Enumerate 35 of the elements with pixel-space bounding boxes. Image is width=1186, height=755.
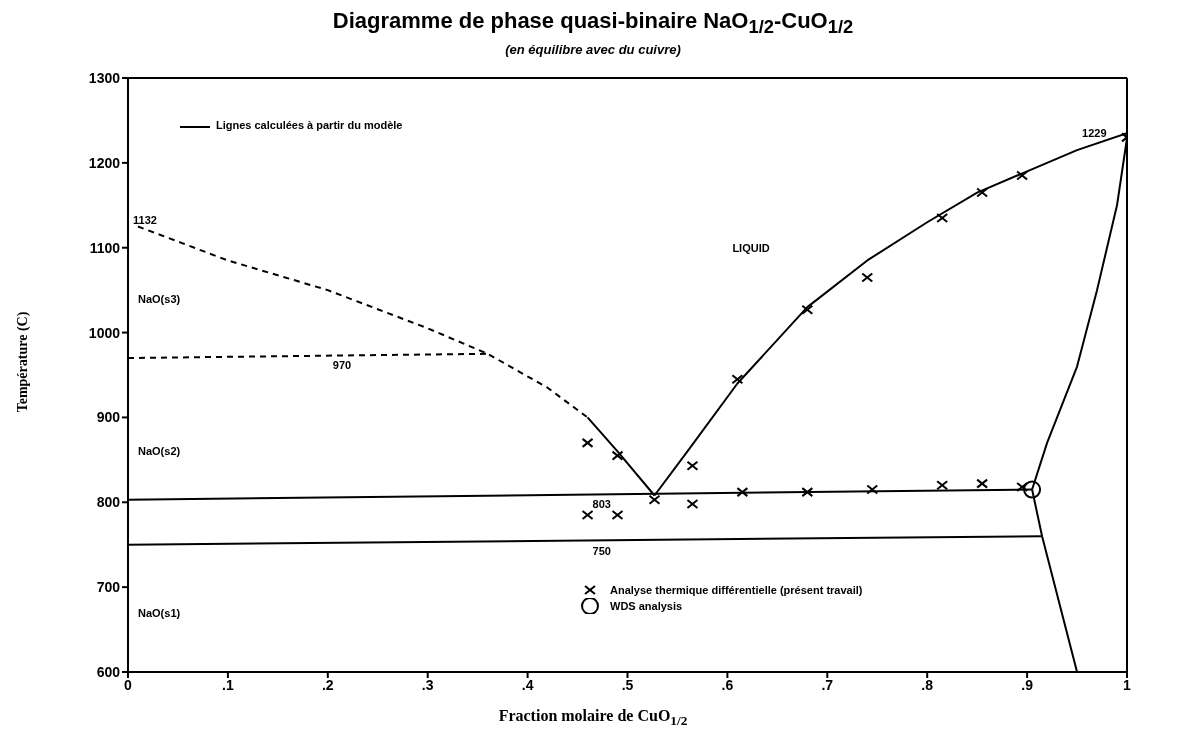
y-tick-label: 1300 xyxy=(88,70,121,87)
annotation: 1229 xyxy=(1082,127,1107,140)
y-tick-label: 1200 xyxy=(88,155,121,172)
annotation: 803 xyxy=(592,498,611,511)
y-tick-label: 900 xyxy=(96,409,121,426)
annotation: NaO(s3) xyxy=(137,292,181,305)
x-tick-label: .6 xyxy=(721,677,734,694)
x-tick-label: .5 xyxy=(621,677,634,694)
annotation: NaO(s2) xyxy=(137,445,181,458)
x-tick-label: .9 xyxy=(1021,677,1034,694)
legend-label: WDS analysis xyxy=(610,600,683,613)
y-tick-label: 1000 xyxy=(88,324,121,341)
x-tick-label: 1 xyxy=(1123,677,1132,694)
y-tick-label: 600 xyxy=(96,664,121,681)
x-tick-label: .1 xyxy=(222,677,234,694)
legend-label: Analyse thermique différentielle (présent travail) xyxy=(610,584,863,597)
annotation: 750 xyxy=(592,545,611,558)
legend-label: Lignes calculées à partir du modèle xyxy=(216,119,403,132)
y-tick-label: 800 xyxy=(96,494,121,511)
chart-title: Diagramme de phase quasi-binaire NaO$_{1/2}$-CuO$_{1/2}$ xyxy=(331,8,855,39)
x-tick-label: 0 xyxy=(124,677,133,694)
annotation: 970 xyxy=(332,359,352,372)
x-axis-title: Fraction molaire de CuO$_{1/2}$ xyxy=(497,707,689,730)
chart-subtitle: (en équilibre avec du cuivre) xyxy=(504,42,682,58)
annotation: 1132 xyxy=(133,214,157,227)
annotation: NaO(s1) xyxy=(137,606,181,619)
y-tick-label: 1100 xyxy=(89,240,121,257)
y-axis-title: Température (C) xyxy=(15,312,31,413)
x-tick-label: .8 xyxy=(921,677,934,694)
x-tick-label: .3 xyxy=(421,677,434,694)
x-tick-label: .7 xyxy=(821,677,834,694)
y-tick-label: 700 xyxy=(96,579,121,596)
annotation: LIQUID xyxy=(732,242,770,255)
x-tick-label: .2 xyxy=(321,677,334,694)
x-tick-label: .4 xyxy=(521,677,534,694)
